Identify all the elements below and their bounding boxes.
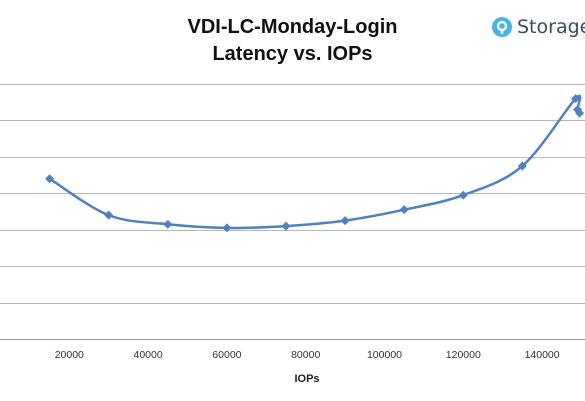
x-tick-label: 60000 [212, 349, 241, 361]
data-point [104, 210, 114, 220]
data-point [458, 190, 468, 200]
data-point [517, 161, 527, 171]
storage-logo: Storage [492, 14, 585, 40]
x-tick-label: 40000 [133, 349, 162, 361]
series-line [48, 94, 582, 230]
x-tick-label: 140000 [525, 349, 560, 361]
logo-text: Storage [517, 16, 585, 38]
storagereview-logo-icon [492, 17, 512, 37]
data-point [399, 205, 409, 215]
data-point [163, 219, 173, 229]
data-point [281, 221, 291, 231]
gridlines [0, 84, 585, 340]
chart-title: VDI-LC-Monday-Login Latency vs. IOPs [0, 14, 585, 68]
chart-title-line-1: VDI-LC-Monday-Login [187, 16, 398, 38]
data-point [340, 216, 350, 226]
x-tick-label: 120000 [446, 349, 481, 361]
x-tick-label: 80000 [291, 349, 320, 361]
data-point [571, 94, 581, 104]
data-point [222, 223, 232, 233]
data-point [575, 108, 585, 118]
data-markers [45, 94, 585, 233]
data-point [45, 174, 55, 184]
x-tick-label: 20000 [55, 349, 84, 361]
x-tick-label: 100000 [367, 349, 402, 361]
x-axis-label: IOPs [294, 373, 319, 385]
chart-title-line-2: Latency vs. IOPs [212, 43, 373, 65]
x-axis-tick-labels: 20000 40000 60000 80000 100000 120000 140000 [55, 349, 560, 361]
